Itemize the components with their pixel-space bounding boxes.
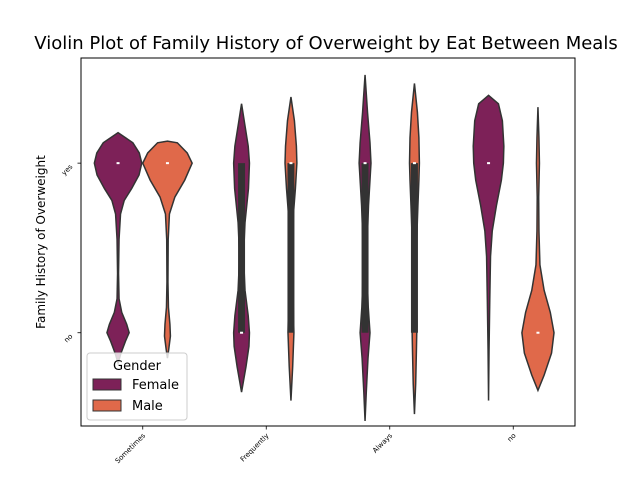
y-tick-label-yes: yes xyxy=(60,163,74,177)
legend-label-female: Female xyxy=(132,378,179,393)
legend-label-male: Male xyxy=(132,399,163,414)
plot-frame xyxy=(80,57,576,427)
legend-title: Gender xyxy=(113,359,162,374)
chart-title: Violin Plot of Family History of Overwei… xyxy=(34,33,617,54)
y-axis: yes no xyxy=(60,163,81,344)
x-tick-label-sometimes: Sometimes xyxy=(114,432,148,466)
y-tick-label-no: no xyxy=(63,332,75,344)
legend: Gender Female Male xyxy=(86,352,188,421)
violin-male-sometimes xyxy=(141,140,193,359)
violin-male-no xyxy=(521,107,555,393)
x-axis: Sometimes Frequently Always no xyxy=(114,426,518,465)
x-tick-label-frequently: Frequently xyxy=(239,432,271,464)
iqr-box-female-always xyxy=(361,163,369,333)
x-tick-label-no: no xyxy=(506,432,518,444)
violin-female-no xyxy=(472,94,505,401)
violin-female-sometimes xyxy=(93,131,143,366)
iqr-box-male-frequently xyxy=(287,163,295,333)
iqr-box-female-frequently xyxy=(238,163,246,333)
y-axis-label: Family History of Overweight xyxy=(34,155,48,329)
iqr-box-male-always xyxy=(410,163,418,333)
x-tick-label-always: Always xyxy=(371,432,394,455)
legend-swatch-male xyxy=(92,399,122,412)
violins-layer xyxy=(93,74,555,421)
legend-swatch-female xyxy=(92,378,122,391)
